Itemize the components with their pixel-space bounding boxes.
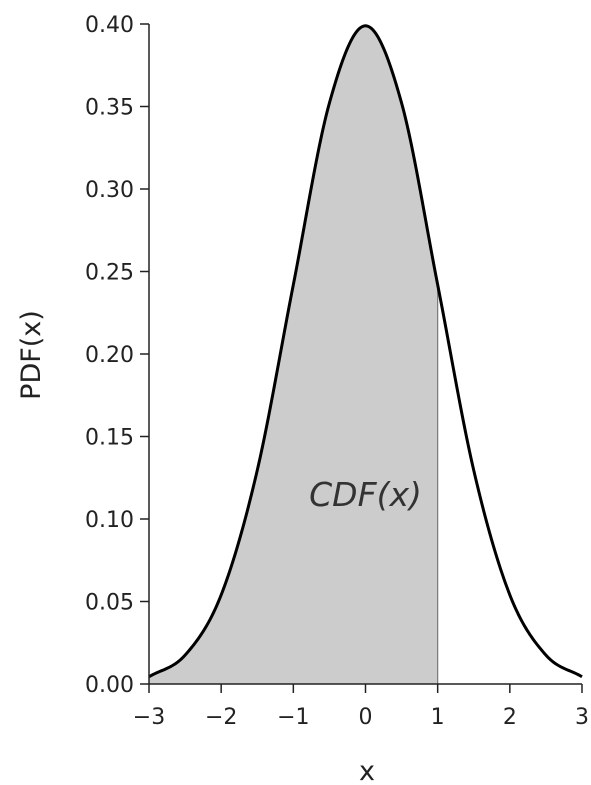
y-tick-label: 0.40 bbox=[85, 13, 134, 38]
y-tick-label: 0.05 bbox=[85, 591, 134, 616]
x-tick-label: −2 bbox=[205, 705, 237, 730]
y-tick-label: 0.10 bbox=[85, 508, 134, 533]
y-tick-label: 0.15 bbox=[85, 426, 134, 451]
y-axis-title: PDF(x) bbox=[16, 310, 47, 400]
cdf-annotation: CDF(x) bbox=[309, 475, 422, 514]
cdf-shaded-area bbox=[149, 25, 438, 684]
pdf-curve bbox=[148, 24, 583, 679]
x-tick-label: 1 bbox=[431, 705, 445, 730]
y-ticks: 0.00 0.05 0.10 0.15 0.20 0.25 0.30 0.35 0.40 bbox=[85, 13, 149, 698]
x-tick-label: 3 bbox=[575, 705, 589, 730]
y-tick-label: 0.25 bbox=[85, 261, 134, 286]
y-tick-label: 0.00 bbox=[85, 673, 134, 698]
x-tick-label: 2 bbox=[503, 705, 517, 730]
x-axis-title: x bbox=[359, 756, 375, 785]
y-tick-label: 0.35 bbox=[85, 96, 134, 121]
x-ticks: −3 −2 −1 0 1 2 3 bbox=[133, 684, 589, 730]
y-tick-label: 0.20 bbox=[85, 343, 134, 368]
y-tick-label: 0.30 bbox=[85, 178, 134, 203]
x-tick-label: 0 bbox=[359, 705, 373, 730]
x-tick-label: −1 bbox=[277, 705, 309, 730]
x-tick-label: −3 bbox=[133, 705, 165, 730]
